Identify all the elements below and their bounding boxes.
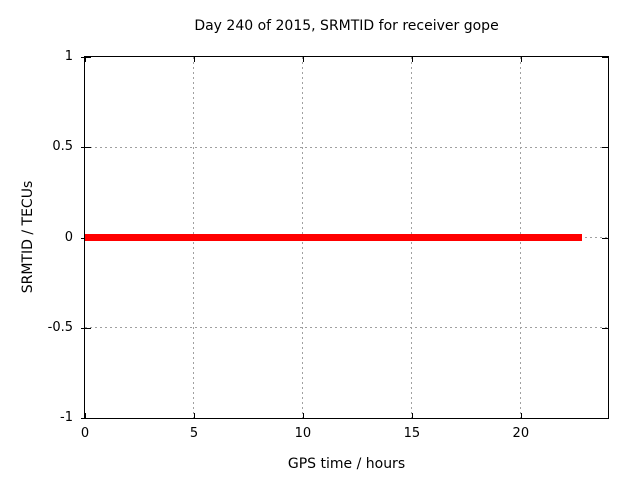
y-tick-label: 1	[64, 49, 73, 64]
x-tick-label: 5	[189, 426, 199, 441]
tick-mark-bottom	[520, 413, 522, 418]
tick-mark-top	[520, 57, 522, 62]
tick-mark-left	[81, 147, 91, 149]
tick-mark-top	[85, 57, 86, 62]
tick-mark-right	[602, 327, 608, 329]
tick-mark-right	[602, 237, 608, 239]
series-line-srmtid	[85, 234, 582, 241]
tick-mark-top	[302, 57, 304, 62]
tick-mark-bottom	[193, 413, 195, 418]
x-tick-label: 10	[294, 426, 312, 441]
x-tick-label: 20	[512, 426, 530, 441]
tick-mark-left	[81, 327, 91, 329]
y-tick-label: -1	[60, 410, 73, 425]
y-tick-label: -0.5	[47, 319, 73, 335]
tick-mark-bottom	[302, 413, 304, 418]
tick-mark-bottom	[85, 413, 86, 418]
tick-mark-top	[411, 57, 413, 62]
tick-mark-bottom	[411, 413, 413, 418]
chart-title: Day 240 of 2015, SRMTID for receiver gop…	[194, 18, 499, 34]
tick-mark-left	[81, 418, 91, 419]
plot-area	[81, 56, 609, 419]
tick-mark-top	[193, 57, 195, 62]
x-tick-label: 0	[80, 426, 90, 441]
x-tick-label: 15	[403, 426, 421, 441]
y-tick-label: 0	[64, 229, 73, 245]
tick-mark-right	[602, 418, 608, 419]
y-tick-label: 0.5	[52, 139, 73, 155]
gridline-horizontal	[85, 327, 608, 329]
tick-mark-left	[81, 57, 91, 58]
tick-mark-right	[602, 57, 608, 58]
gridline-horizontal	[85, 146, 608, 148]
x-axis-label: GPS time / hours	[287, 456, 406, 472]
tick-mark-right	[602, 147, 608, 149]
